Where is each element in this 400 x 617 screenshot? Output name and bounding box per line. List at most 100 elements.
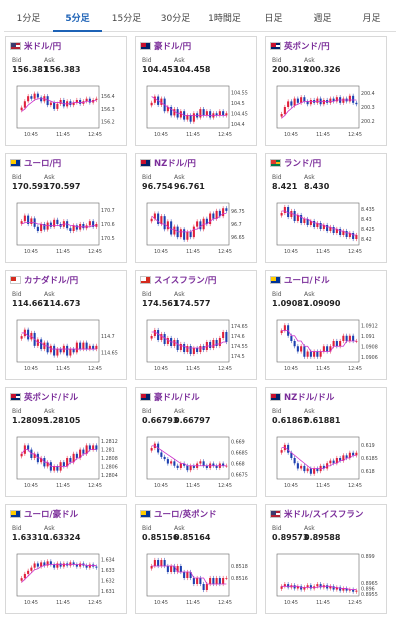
pair-name[interactable]: 米ドル/スイスフラン (284, 510, 364, 520)
candle (313, 351, 316, 357)
candle (92, 445, 95, 450)
tab-1min[interactable]: 1分足 (4, 6, 53, 32)
currency-card[interactable]: ユーロ/円 Bid Ask 170.593 170.597 170.7 170.6… (5, 153, 127, 263)
candle (222, 111, 225, 116)
pair-name[interactable]: スイスフラン/円 (154, 276, 217, 286)
tab-5min[interactable]: 5分足 (53, 6, 102, 32)
au-flag-icon (140, 393, 151, 401)
price-chart[interactable]: 1.0912 1.091 1.0908 1.0906 10:45 11:45 12:45 (273, 316, 381, 374)
bid-ask-values: 1.28095 1.28105 (12, 416, 80, 425)
x-tick-label: 11:45 (316, 132, 330, 138)
currency-card[interactable]: NZドル/ドル Bid Ask 0.61867 0.61881 0.619 0.6… (265, 387, 387, 497)
candle (222, 332, 225, 338)
price-chart[interactable]: 0.619 0.6185 0.618 10:45 11:45 12:45 (273, 433, 381, 491)
currency-card[interactable]: 英ポンド/円 Bid Ask 200.319 200.326 200.4 200.… (265, 36, 387, 146)
bid-value: 1.09087 (272, 299, 309, 308)
currency-card[interactable]: ユーロ/ドル Bid Ask 1.09087 1.09090 1.0912 1.0… (265, 270, 387, 380)
y-tick-label: 1.634 (101, 557, 115, 563)
bid-label: Bid (12, 174, 22, 181)
tab-weekly[interactable]: 週足 (298, 6, 347, 32)
tab-30min[interactable]: 30分足 (151, 6, 200, 32)
price-chart[interactable]: 174.65 174.6 174.55 174.5 10:45 11:45 12:45 (143, 316, 251, 374)
candle (56, 349, 59, 356)
candle (335, 97, 338, 102)
currency-card[interactable]: ユーロ/英ポンド Bid Ask 0.85156 0.85164 0.8518 0… (135, 504, 257, 614)
candle (215, 113, 218, 116)
bid-ask-values: 200.319 200.326 (272, 65, 340, 74)
bid-ask-values: 0.66793 0.66797 (142, 416, 210, 425)
tab-monthly[interactable]: 月足 (347, 6, 396, 32)
pair-name[interactable]: NZドル/ドル (284, 393, 335, 403)
y-tick-label: 1.0912 (361, 323, 378, 329)
pair-name[interactable]: ユーロ/円 (24, 159, 62, 169)
x-tick-label: 11:45 (56, 600, 70, 606)
candle (316, 468, 319, 472)
price-chart[interactable]: 170.7 170.6 170.5 10:45 11:45 12:45 (13, 199, 121, 257)
pair-name[interactable]: 米ドル/円 (24, 42, 62, 52)
bid-value: 1.63310 (12, 533, 49, 542)
candle (153, 330, 156, 336)
price-chart[interactable]: 104.55 104.5 104.45 104.4 10:45 11:45 12:45 (143, 82, 251, 140)
pair-name[interactable]: ユーロ/ドル (284, 276, 330, 286)
bid-ask-values: 114.667 114.673 (12, 299, 80, 308)
price-chart[interactable]: 96.75 96.7 96.65 10:45 11:45 12:45 (143, 199, 251, 257)
price-chart[interactable]: 8.435 8.43 8.425 8.42 10:45 11:45 12:45 (273, 199, 381, 257)
card-header: ランド/円 (270, 157, 321, 169)
pair-name[interactable]: ランド/円 (284, 159, 322, 169)
y-tick-label: 0.619 (361, 443, 375, 449)
moving-average-line (151, 565, 227, 585)
pair-name[interactable]: 豪ドル/円 (154, 42, 192, 52)
pair-name[interactable]: 英ポンド/ドル (24, 393, 79, 403)
currency-card[interactable]: 英ポンド/ドル Bid Ask 1.28095 1.28105 1.2812 1.… (5, 387, 127, 497)
price-chart[interactable]: 0.669 0.6685 0.668 0.6675 10:45 11:45 12:45 (143, 433, 251, 491)
y-tick-label: 1.633 (101, 568, 115, 574)
pair-name[interactable]: NZドル/円 (154, 159, 196, 169)
candle (75, 225, 78, 230)
bid-value: 1.28095 (12, 416, 49, 425)
currency-card[interactable]: ランド/円 Bid Ask 8.421 8.430 8.435 8.43 8.425… (265, 153, 387, 263)
candle (342, 455, 345, 461)
currency-card[interactable]: NZドル/円 Bid Ask 96.754 96.761 96.75 96.7 96… (135, 153, 257, 263)
x-tick-label: 11:45 (316, 249, 330, 255)
card-header: ユーロ/英ポンド (140, 508, 217, 520)
pair-name[interactable]: 英ポンド/円 (284, 42, 330, 52)
pair-name[interactable]: 豪ドル/ドル (154, 393, 200, 403)
currency-card[interactable]: 米ドル/円 Bid Ask 156.381 156.383 156.4 156.3… (5, 36, 127, 146)
y-tick-label: 1.631 (101, 589, 115, 595)
tab-daily[interactable]: 日足 (249, 6, 298, 32)
price-chart[interactable]: 0.8518 0.8516 10:45 11:45 12:45 (143, 550, 251, 608)
candle (293, 458, 296, 464)
candle (92, 221, 95, 227)
price-chart[interactable]: 1.2812 1.281 1.2808 1.2806 1.2804 10:45 11:45 1… (13, 433, 121, 491)
currency-card[interactable]: ユーロ/豪ドル Bid Ask 1.63310 1.63324 1.634 1.6… (5, 504, 127, 614)
currency-card[interactable]: 豪ドル/円 Bid Ask 104.453 104.458 104.55 104.… (135, 36, 257, 146)
pair-name[interactable]: カナダドル/円 (24, 276, 79, 286)
currency-card[interactable]: カナダドル/円 Bid Ask 114.667 114.673 114.7 114… (5, 270, 127, 380)
pair-name[interactable]: ユーロ/豪ドル (24, 510, 79, 520)
price-chart[interactable]: 1.634 1.633 1.632 1.631 10:45 11:45 12:45 (13, 550, 121, 608)
y-tick-label: 1.2806 (101, 464, 118, 470)
currency-card[interactable]: 豪ドル/ドル Bid Ask 0.66793 0.66797 0.669 0.66… (135, 387, 257, 497)
tab-1hour[interactable]: 1時間足 (200, 6, 249, 32)
price-chart[interactable]: 156.4 156.3 156.2 10:45 11:45 12:45 (13, 82, 121, 140)
price-chart[interactable]: 114.7 114.65 10:45 11:45 12:45 (13, 316, 121, 374)
y-tick-label: 156.4 (101, 94, 115, 100)
candle (313, 468, 316, 474)
currency-card[interactable]: 米ドル/スイスフラン Bid Ask 0.89573 0.89588 0.899… (265, 504, 387, 614)
x-tick-label: 12:45 (88, 600, 102, 606)
tab-15min[interactable]: 15分足 (102, 6, 151, 32)
candle (196, 221, 199, 227)
bid-ask-values: 170.593 170.597 (12, 182, 80, 191)
pair-name[interactable]: ユーロ/英ポンド (154, 510, 217, 520)
candle (160, 560, 163, 566)
candle (283, 325, 286, 331)
candle (352, 95, 355, 103)
candle (166, 107, 169, 112)
nz-flag-icon (140, 159, 151, 167)
candle (218, 578, 221, 584)
currency-card[interactable]: スイスフラン/円 Bid Ask 174.561 174.577 174.65 1… (135, 270, 257, 380)
candle (82, 342, 85, 350)
x-tick-label: 11:45 (56, 249, 70, 255)
price-chart[interactable]: 200.4 200.3 200.2 10:45 11:45 12:45 (273, 82, 381, 140)
